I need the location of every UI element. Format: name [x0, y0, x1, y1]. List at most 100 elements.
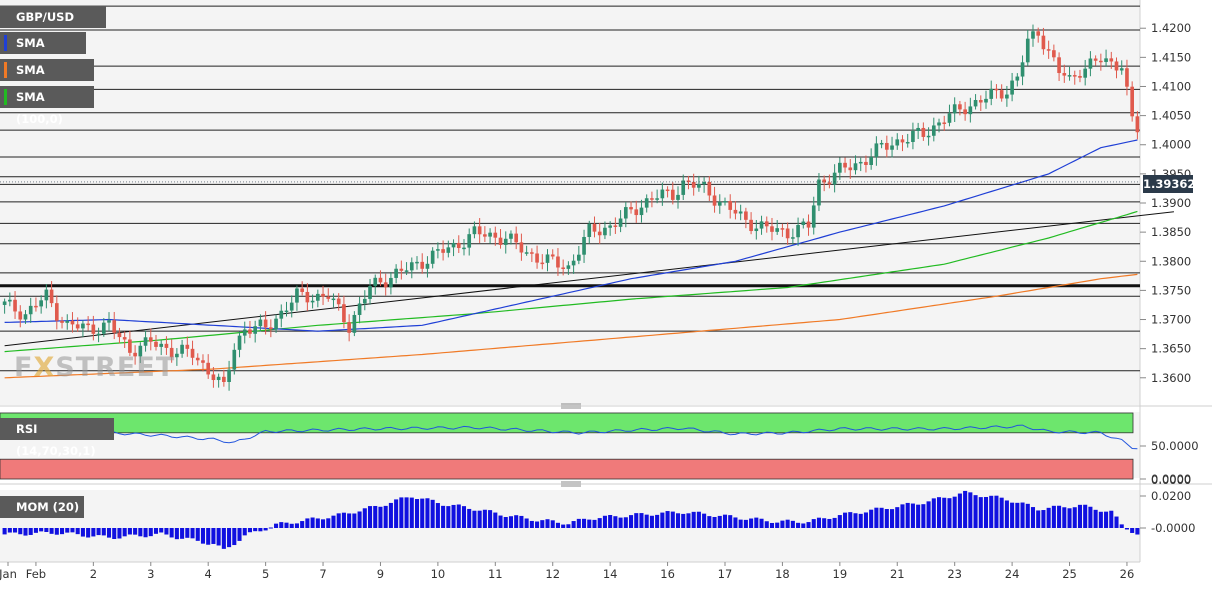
last-price-tag: 1.39362 [1143, 175, 1195, 193]
candle-body [723, 201, 727, 203]
candle-body [284, 310, 289, 313]
price-tick-label: 1.4150 [1151, 50, 1191, 64]
candle-body [618, 218, 623, 227]
sma50-line [4, 139, 1138, 332]
candle-body [274, 318, 278, 330]
mom-bar [310, 517, 315, 528]
mom-bar [722, 514, 728, 528]
mom-bar [780, 520, 785, 528]
symbol-badge[interactable]: GBP/USD [0, 6, 106, 28]
mom-bar [383, 505, 388, 528]
mom-bar [1062, 507, 1067, 528]
candle-body [733, 209, 738, 214]
mom-bar [529, 520, 534, 528]
candle-body [138, 345, 143, 357]
mom-bar [884, 508, 889, 528]
mom-bar [54, 528, 59, 535]
candle-body [571, 260, 576, 266]
mom-bar [352, 513, 357, 528]
candle-body [175, 353, 179, 358]
candle-body [650, 198, 654, 200]
candle-body [817, 179, 821, 206]
mom-bar [916, 504, 921, 528]
candle-body [1020, 62, 1025, 77]
mom-bar [1135, 528, 1140, 535]
mom-bar [749, 518, 754, 528]
candle-body [101, 322, 106, 334]
mom-bars-group [2, 490, 1140, 549]
mom-bar [420, 498, 425, 528]
sma50-badge[interactable]: SMA (50,0) [0, 32, 86, 72]
fxstreet-watermark: FXSTREET [14, 352, 175, 383]
mom-bar [848, 512, 853, 528]
candle-body [978, 100, 983, 103]
candle-body [984, 98, 988, 103]
mom-bar [524, 518, 529, 528]
candle-body [39, 300, 43, 307]
mom-bar [1083, 504, 1088, 528]
mom-bar [519, 515, 524, 528]
rsi-line [4, 424, 1138, 450]
sma100-badge[interactable]: SMA (100,0) [0, 86, 94, 126]
candle-body [159, 343, 164, 347]
mom-bar [206, 528, 211, 545]
mom-bar [294, 523, 299, 528]
candle-body [122, 337, 127, 340]
candle-body [1109, 58, 1114, 62]
mom-bar [326, 518, 331, 528]
mom-bar [127, 528, 132, 535]
x-tick-label: 18 [775, 567, 790, 581]
candle-body [436, 249, 440, 251]
mom-bar [112, 528, 117, 539]
mom-bar [159, 528, 164, 533]
candle-body [289, 302, 294, 311]
candle-body [456, 242, 461, 249]
rsi-badge[interactable]: RSI (14,70,30,1) [0, 418, 114, 458]
mom-bar [185, 528, 190, 538]
mom-bar [775, 522, 780, 528]
candle-body [143, 337, 148, 346]
price-tick-label: 1.3700 [1151, 313, 1191, 327]
mom-bar [1124, 528, 1129, 530]
x-tick-label: Feb [26, 567, 46, 581]
mom-bar [451, 504, 456, 528]
mom-bar [1020, 502, 1025, 528]
mom-bar [1046, 507, 1051, 528]
mom-bar [216, 528, 221, 546]
candle-body [958, 104, 962, 110]
candle-body [566, 265, 571, 269]
candle-body [258, 319, 263, 327]
mom-bar [101, 528, 106, 536]
mom-bar [592, 519, 597, 528]
candle-body [389, 277, 393, 288]
candle-body [702, 181, 706, 185]
candle-body [942, 122, 947, 124]
mom-bar [289, 523, 294, 528]
mom-bar [968, 492, 973, 528]
mom-bar [936, 497, 942, 528]
mom-bar [503, 516, 508, 528]
mom-badge[interactable]: MOM (20) [0, 496, 84, 518]
mom-bar [608, 515, 613, 528]
watermark-left: F [14, 352, 34, 383]
mom-bar [164, 528, 169, 535]
mom-bar [13, 528, 18, 533]
candle-body [472, 226, 477, 235]
mom-bar [879, 507, 884, 528]
trendline [4, 211, 1174, 347]
candle-body [404, 270, 409, 272]
mom-bar [461, 506, 467, 528]
candle-body [838, 162, 842, 173]
candle-body [681, 180, 686, 195]
candle-body [305, 291, 310, 303]
candle-body [441, 249, 445, 253]
candle-body [8, 299, 12, 302]
candle-body [383, 282, 388, 288]
mom-bar [65, 528, 70, 533]
sma200-badge[interactable]: SMA (200,0) [0, 59, 94, 99]
mom-bar [858, 513, 863, 528]
candle-body [1015, 76, 1020, 81]
mom-bar [237, 528, 242, 541]
candle-body [822, 179, 827, 183]
candle-body [911, 131, 915, 142]
